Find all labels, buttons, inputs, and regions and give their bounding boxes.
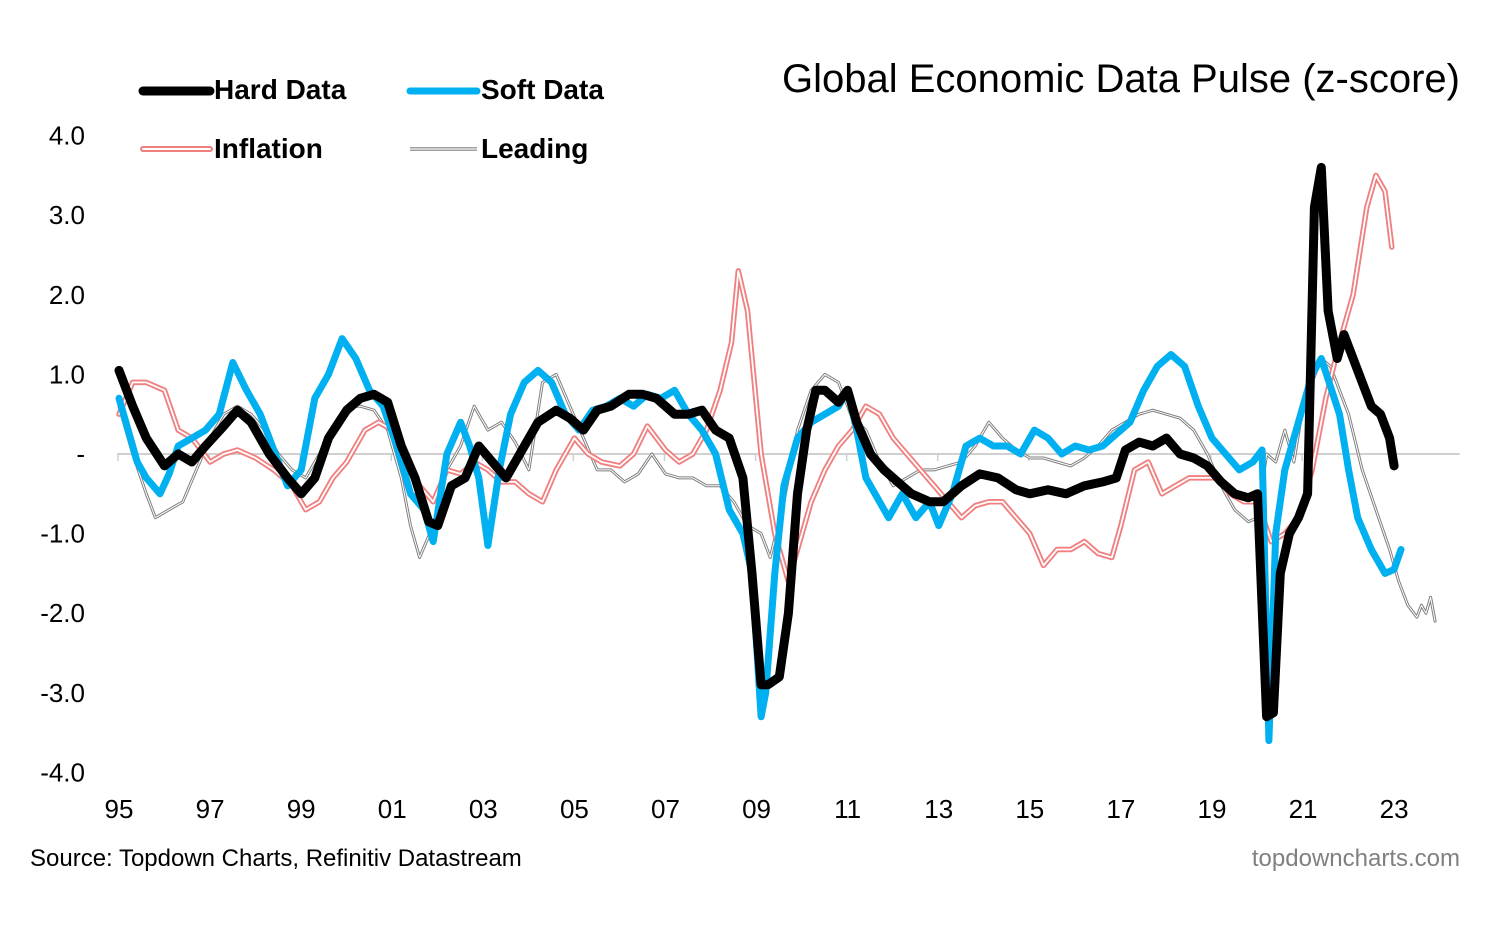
x-tick-label: 21 xyxy=(1289,794,1318,824)
x-tick-label: 03 xyxy=(469,794,498,824)
legend-label-soft-data: Soft Data xyxy=(481,74,604,105)
x-tick-label: 05 xyxy=(560,794,589,824)
x-tick-label: 97 xyxy=(196,794,225,824)
x-tick-label: 95 xyxy=(105,794,134,824)
legend: Hard Data Soft Data Inflation Leading xyxy=(138,74,604,164)
x-tick-label: 99 xyxy=(287,794,316,824)
y-tick-label: -4.0 xyxy=(40,757,85,787)
x-tick-label: 15 xyxy=(1015,794,1044,824)
x-tick-label: 11 xyxy=(834,794,861,824)
brand-watermark: topdowncharts.com xyxy=(1252,845,1460,872)
y-tick-label: 1.0 xyxy=(49,359,85,389)
legend-item-leading: Leading xyxy=(410,133,588,164)
x-tick-label: 07 xyxy=(651,794,680,824)
series-hard-data xyxy=(114,162,1399,722)
series-line-inflation xyxy=(116,172,1395,585)
x-tick-label: 01 xyxy=(378,794,407,824)
legend-label-hard-data: Hard Data xyxy=(214,74,347,105)
series-group xyxy=(114,162,1437,745)
y-tick-label: -3.0 xyxy=(40,678,85,708)
y-tick-label: -1.0 xyxy=(40,519,85,549)
x-tick-label: 09 xyxy=(742,794,771,824)
legend-item-hard-data: Hard Data xyxy=(138,74,347,105)
x-tick-label: 17 xyxy=(1106,794,1135,824)
series-inflation xyxy=(116,172,1395,585)
legend-label-inflation: Inflation xyxy=(214,133,323,164)
legend-item-soft-data: Soft Data xyxy=(406,74,604,105)
chart-title: Global Economic Data Pulse (z-score) xyxy=(782,57,1460,101)
x-axis: 95 97 99 01 03 05 07 09 11 13 15 17 19 21 23 xyxy=(105,794,1409,824)
series-line-hard-data xyxy=(114,162,1399,722)
y-tick-label: 3.0 xyxy=(49,200,85,230)
x-tick-label: 23 xyxy=(1380,794,1409,824)
y-axis: 4.0 3.0 2.0 1.0 - -1.0 -2.0 -3.0 -4.0 xyxy=(40,121,85,788)
x-tick-label: 19 xyxy=(1197,794,1226,824)
y-tick-label: 4.0 xyxy=(49,121,85,151)
series-line-inner-inflation xyxy=(118,174,1393,583)
legend-label-leading: Leading xyxy=(481,133,588,164)
y-tick-label: 2.0 xyxy=(49,280,85,310)
series-soft-data xyxy=(115,335,1405,745)
y-tick-label: -2.0 xyxy=(40,598,85,628)
series-line-soft-data xyxy=(115,335,1405,745)
source-note: Source: Topdown Charts, Refinitiv Datast… xyxy=(30,845,522,872)
y-tick-label: - xyxy=(76,439,85,469)
legend-item-inflation: Inflation xyxy=(140,133,323,164)
x-tick-label: 13 xyxy=(924,794,953,824)
